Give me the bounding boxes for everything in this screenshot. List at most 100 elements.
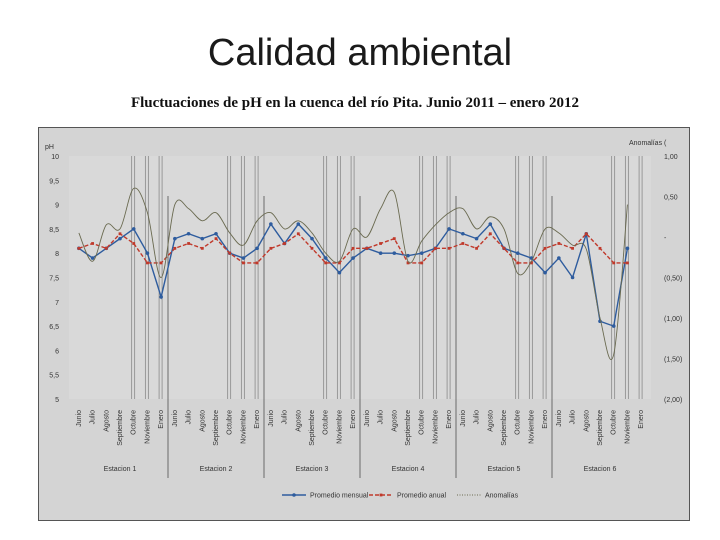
data-point (200, 246, 204, 250)
data-point (241, 256, 246, 260)
left-axis: 5 5,5 6 6,5 7 7,5 8 8,5 9 9,5 10 (49, 154, 59, 404)
data-point (530, 261, 533, 265)
legend-label: Promedio mensual (310, 493, 369, 500)
data-point (461, 231, 465, 236)
data-point (378, 251, 383, 255)
month-tick-label: Enero (158, 410, 165, 429)
data-point (283, 242, 286, 245)
data-point (488, 232, 492, 236)
data-point (475, 246, 478, 250)
month-tick-label: Octubre (131, 410, 138, 435)
month-tick-label: Noviembre (624, 410, 631, 444)
data-point (434, 246, 437, 250)
chart-frame: 5 5,5 6 6,5 7 7,5 8 8,5 9 9,5 10 (2,00) (1,50) (1,00… (38, 127, 690, 521)
data-point (420, 261, 424, 265)
month-tick-label: Noviembre (144, 410, 151, 444)
data-point (406, 261, 410, 265)
x-axis-station-labels: Estacion 1 Estacion 2 Estacion 3 Estacion 4… (104, 466, 617, 473)
data-point (173, 236, 177, 241)
slide-title: Calidad ambiental (207, 32, 513, 74)
month-tick-label: Septiembre (501, 410, 508, 446)
month-tick-label: Enero (254, 410, 261, 429)
data-point (584, 232, 588, 236)
month-tick-label: Noviembre (528, 410, 535, 444)
month-tick-label: Julio (282, 410, 289, 425)
legend-marker (292, 493, 296, 497)
month-tick-label: Agosto (199, 410, 206, 432)
month-tick-label: Octubre (419, 410, 426, 435)
data-point (406, 253, 410, 258)
data-point (365, 246, 369, 250)
month-tick-label: Agosto (487, 410, 494, 432)
data-point (351, 256, 355, 260)
data-point (570, 275, 575, 280)
data-point (461, 242, 465, 245)
data-point (447, 227, 451, 231)
month-tick-label: Octubre (611, 410, 618, 435)
month-tick-label: Junio (76, 410, 83, 427)
data-point (392, 237, 396, 241)
station-separators (131, 156, 643, 478)
left-axis-label: pH (45, 144, 54, 151)
right-tick-label: (0,50) (664, 276, 682, 283)
left-tick-label: 9,5 (49, 178, 59, 185)
station-label: Estacion 6 (584, 466, 617, 473)
data-point (269, 246, 273, 250)
month-tick-label: Julio (90, 410, 97, 425)
month-tick-label: Septiembre (309, 410, 316, 446)
data-point (571, 246, 574, 250)
station-label: Estacion 4 (392, 466, 425, 473)
x-axis-month-labels: Junio Julio Agosto Septiembre Octubre Noviemb… (76, 410, 645, 446)
month-tick-label: Septiembre (213, 410, 220, 446)
month-tick-label: Septiembre (405, 410, 412, 446)
left-tick-label: 8 (55, 251, 59, 258)
data-point (625, 246, 630, 251)
right-tick-label: - (664, 235, 667, 242)
left-tick-label: 5,5 (49, 373, 59, 380)
month-tick-label: Octubre (515, 410, 522, 435)
data-point (502, 246, 506, 250)
data-point (419, 251, 424, 255)
month-tick-label: Junio (556, 410, 563, 427)
legend-label: Anomalías (485, 493, 519, 500)
month-tick-label: Enero (542, 410, 549, 429)
month-tick-label: Junio (268, 410, 275, 427)
data-point (611, 324, 616, 328)
data-point (214, 231, 218, 236)
month-tick-label: Noviembre (240, 410, 247, 444)
month-tick-label: Enero (446, 410, 453, 429)
right-tick-label: 1,00 (664, 154, 678, 161)
data-point (516, 261, 520, 265)
month-tick-label: Agosto (103, 410, 110, 432)
data-point (269, 222, 273, 226)
month-tick-label: Julio (378, 410, 385, 425)
data-point (488, 222, 493, 226)
month-tick-label: Septiembre (597, 410, 604, 446)
data-point (392, 251, 397, 255)
data-point (186, 231, 191, 236)
right-tick-label: (2,00) (664, 397, 682, 404)
month-tick-label: Julio (474, 410, 481, 425)
right-axis: (2,00) (1,50) (1,00) (0,50) - 0,50 1,00 (664, 154, 682, 404)
station-label: Estacion 5 (488, 466, 521, 473)
data-point (91, 242, 94, 245)
data-point (173, 246, 177, 250)
data-point (146, 261, 149, 265)
data-point (200, 236, 205, 241)
right-axis-label: Anomalías ( (629, 140, 667, 147)
data-point (310, 236, 314, 241)
left-tick-label: 5 (55, 397, 59, 404)
data-point (324, 261, 328, 265)
data-point (159, 295, 163, 299)
data-point (255, 246, 259, 251)
data-point (118, 236, 122, 241)
month-tick-label: Octubre (227, 410, 234, 435)
month-tick-label: Junio (460, 410, 467, 427)
data-point (323, 256, 328, 260)
month-tick-label: Junio (172, 410, 179, 427)
data-point (351, 246, 355, 250)
left-tick-label: 7,5 (49, 276, 59, 283)
station-label: Estacion 3 (296, 466, 329, 473)
left-tick-label: 7 (55, 300, 59, 307)
data-point (228, 251, 232, 255)
